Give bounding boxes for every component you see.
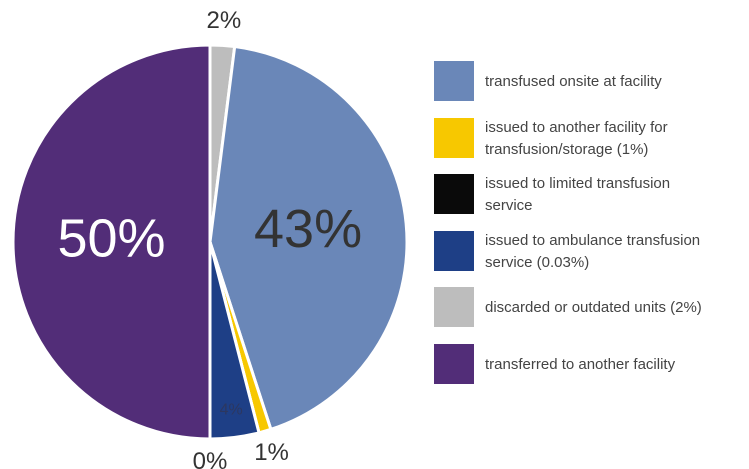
legend-label: transfused onsite at facility [485, 73, 662, 90]
legend-label: issued to another facility for transfusi… [485, 118, 668, 158]
legend-swatch [434, 287, 474, 328]
legend-label: issued to ambulance transfusion service … [485, 231, 701, 271]
slice-label: 1% [254, 439, 289, 466]
slice-label: 2% [207, 7, 242, 34]
legend-swatch [434, 344, 474, 384]
legend-label: issued to limited transfusion service [485, 175, 671, 215]
slice-label: 43% [254, 199, 362, 259]
legend-label: discarded or outdated units (2%) [485, 299, 702, 317]
pie-slice [11, 43, 212, 441]
slice-label: 4% [220, 401, 243, 418]
legend-item: transferred to another facility [434, 344, 734, 386]
legend-swatch [434, 61, 474, 101]
legend-swatch [434, 117, 474, 158]
legend-item: discarded or outdated units (2%) [434, 287, 734, 329]
legend-item: issued to limited transfusion service [434, 174, 734, 216]
legend-label: transferred to another facility [485, 356, 676, 373]
legend-swatch [434, 174, 474, 215]
legend-swatch [434, 230, 474, 271]
slice-label: 0% [193, 448, 228, 469]
slice-label: 50% [57, 208, 165, 268]
pie-slice [208, 45, 409, 431]
legend-item: issued to another facility for transfusi… [434, 117, 734, 160]
legend-item: transfused onsite at facility [434, 61, 734, 103]
legend-item: issued to ambulance transfusion service … [434, 230, 734, 273]
